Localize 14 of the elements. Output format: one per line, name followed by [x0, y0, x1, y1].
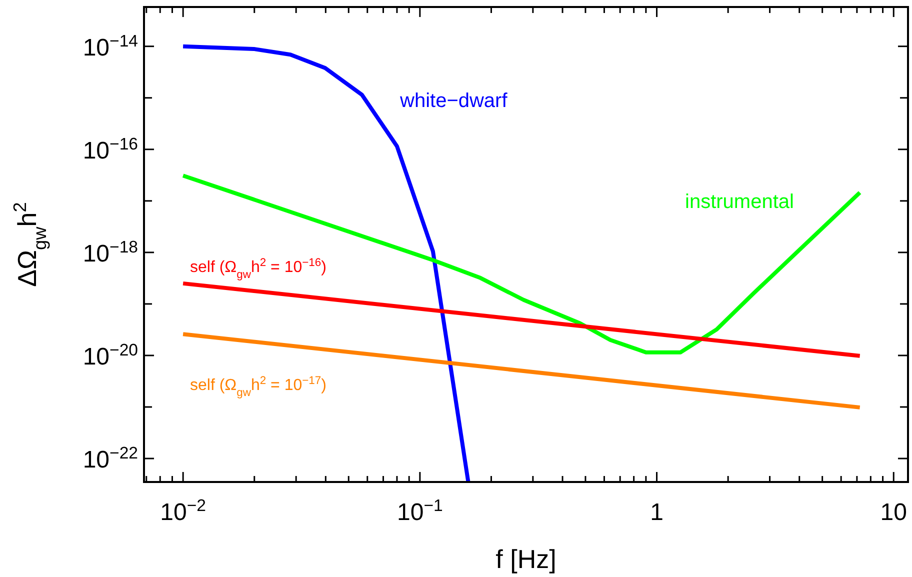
x-tick-label: 10$^{−2}$	[160, 496, 206, 526]
x-tick-label: 10	[880, 499, 907, 526]
x-tick-label: 1	[650, 499, 664, 526]
series-label: self (Ω$_{gw}$h$^{2}$ = 10$^{−17}$)	[190, 375, 326, 399]
series-label: self (Ω$_{gw}$h$^{2}$ = 10$^{−16}$)	[190, 257, 326, 281]
y-tick-label: 10$^{−22}$	[82, 443, 138, 474]
x-axis-title: f [Hz]	[496, 544, 556, 574]
series-label: white−dwarf	[399, 90, 508, 112]
series-label: instrumental	[685, 191, 794, 213]
x-tick-label: 10$^{−1}$	[397, 496, 443, 526]
y-tick-label: 10$^{−14}$	[82, 30, 138, 62]
y-tick-label: 10$^{−18}$	[82, 236, 138, 268]
y-tick-label: 10$^{−16}$	[82, 134, 138, 164]
y-tick-label: 10$^{−20}$	[82, 340, 138, 370]
